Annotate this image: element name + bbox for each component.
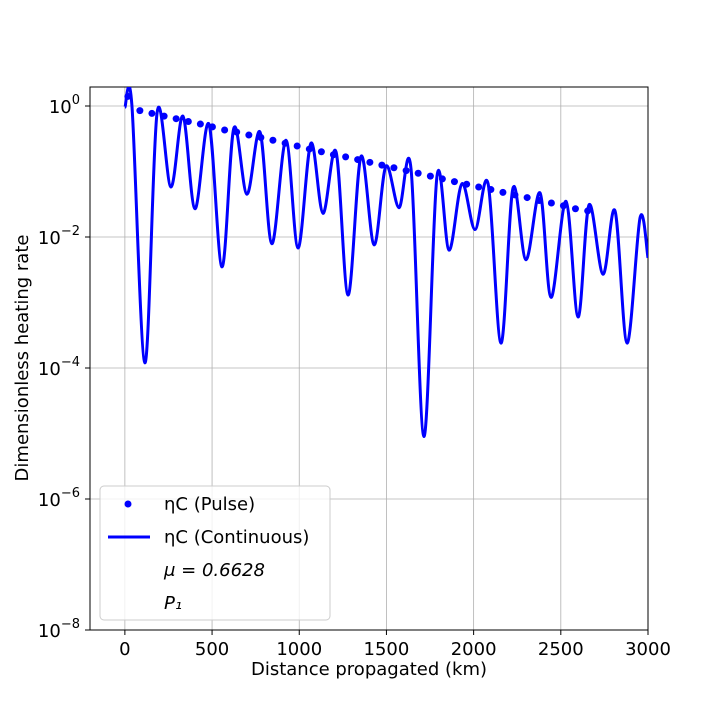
data-point <box>547 199 555 207</box>
data-point <box>523 194 531 202</box>
y-tick-label: 10−4 <box>38 355 80 380</box>
legend-box <box>99 485 331 621</box>
y-tick-label: 10−6 <box>38 486 80 511</box>
data-point <box>475 183 483 191</box>
data-point <box>378 161 386 169</box>
y-axis-label: Dimensionless heating rate <box>12 235 33 482</box>
x-tick-label: 3000 <box>625 639 671 660</box>
data-point <box>317 148 325 156</box>
tick-exponent: −8 <box>61 617 80 632</box>
y-tick-label: 10−8 <box>38 617 80 642</box>
x-tick-label: 500 <box>195 639 229 660</box>
data-point <box>184 117 192 125</box>
x-tick-label: 1500 <box>364 639 410 660</box>
tick-exponent: −2 <box>61 224 80 239</box>
y-tick-label: 100 <box>49 93 80 118</box>
y-tick-label: 10−2 <box>38 224 80 249</box>
data-line <box>123 87 648 438</box>
legend-annotation: μ = 0.6628 <box>163 560 265 581</box>
data-point <box>499 188 507 196</box>
data-point <box>450 178 458 186</box>
tick-base: 10 <box>38 228 61 249</box>
data-point <box>245 131 253 139</box>
data-point <box>136 107 144 115</box>
tick-base: 10 <box>38 490 61 511</box>
data-point <box>366 158 374 166</box>
data-point <box>390 164 398 172</box>
data-point <box>172 115 180 123</box>
tick-exponent: −6 <box>61 486 80 501</box>
data-point <box>342 153 350 161</box>
data-point <box>426 172 434 180</box>
tick-exponent: −4 <box>61 355 80 370</box>
x-tick-label: 1000 <box>276 639 322 660</box>
data-point <box>196 120 204 128</box>
tick-base: 10 <box>38 621 61 642</box>
legend-label: ηC (Continuous) <box>164 527 309 548</box>
legend-annotation: P₁ <box>164 593 182 614</box>
data-point <box>293 142 301 150</box>
data-point <box>269 136 277 144</box>
tick-base: 10 <box>49 97 72 118</box>
data-point <box>414 169 422 177</box>
x-axis-label: Distance propagated (km) <box>251 659 487 680</box>
tick-base: 10 <box>38 359 61 380</box>
x-tick-label: 0 <box>119 639 130 660</box>
x-tick-label: 2000 <box>451 639 497 660</box>
tick-exponent: 0 <box>72 93 80 108</box>
data-point <box>148 109 156 117</box>
plot-frame <box>89 86 649 631</box>
x-tick-label: 2500 <box>538 639 584 660</box>
legend-marker <box>124 500 132 508</box>
legend-label: ηC (Pulse) <box>164 494 255 515</box>
data-point <box>571 205 579 213</box>
data-point <box>221 126 229 134</box>
